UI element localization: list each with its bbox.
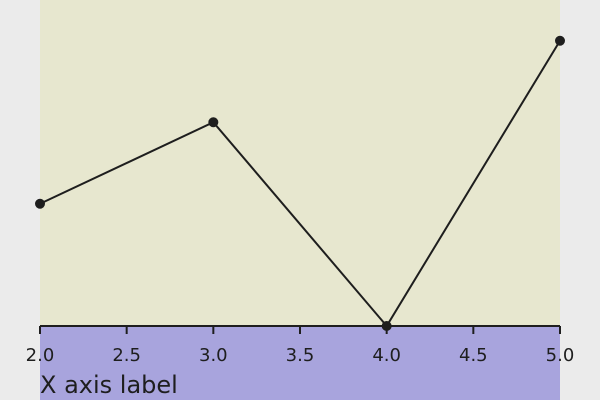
x-tick-label: 2.5 xyxy=(112,345,141,366)
x-tick-label: 4.5 xyxy=(459,345,488,366)
series-group xyxy=(35,35,565,331)
data-point xyxy=(381,321,392,331)
x-tick-label: 2.0 xyxy=(26,345,55,366)
x-axis-tick-labels: 2.0 2.5 3.0 3.5 4.0 4.5 5.0 xyxy=(26,345,575,366)
data-point xyxy=(555,35,565,46)
x-tick-label: 3.5 xyxy=(286,345,315,366)
x-axis-label: X axis label xyxy=(40,371,178,399)
data-point xyxy=(35,198,45,209)
data-point xyxy=(208,117,219,128)
x-axis-band xyxy=(40,326,560,400)
x-tick-label: 5.0 xyxy=(546,345,575,366)
x-tick-label: 4.0 xyxy=(372,345,401,366)
x-tick-label: 3.0 xyxy=(199,345,228,366)
series-line xyxy=(39,40,561,328)
plot-area xyxy=(40,0,560,326)
